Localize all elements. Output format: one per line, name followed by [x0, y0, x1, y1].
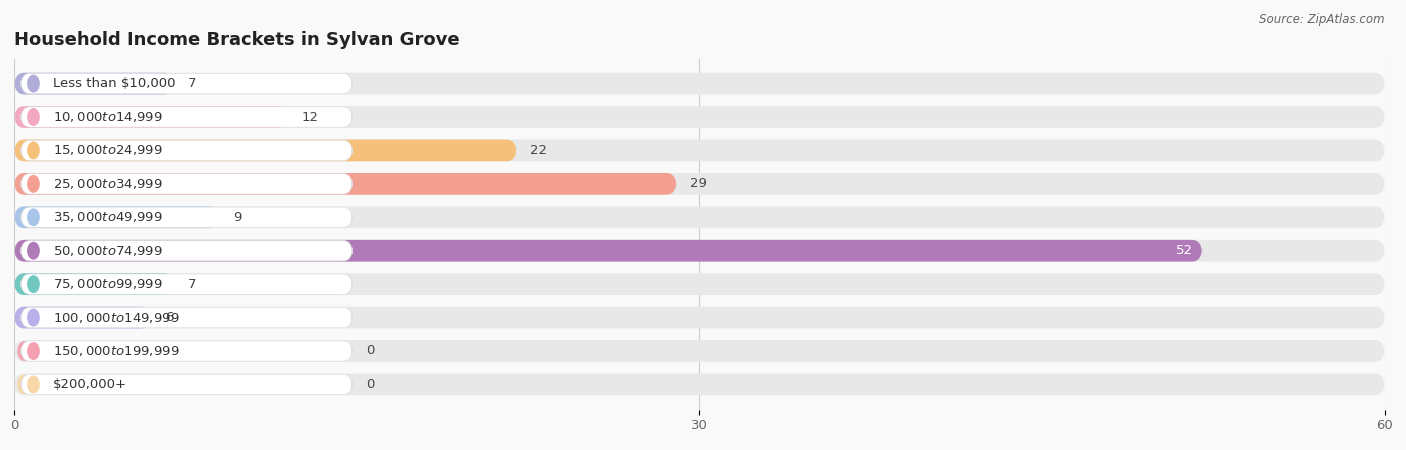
Circle shape	[18, 342, 31, 360]
FancyBboxPatch shape	[21, 374, 353, 395]
Text: $150,000 to $199,999: $150,000 to $199,999	[53, 344, 180, 358]
Circle shape	[28, 209, 39, 225]
FancyBboxPatch shape	[14, 307, 152, 328]
Text: 52: 52	[1175, 244, 1194, 257]
Circle shape	[18, 375, 31, 394]
Text: Less than $10,000: Less than $10,000	[53, 77, 176, 90]
FancyBboxPatch shape	[14, 173, 676, 195]
FancyBboxPatch shape	[14, 273, 174, 295]
Text: 9: 9	[233, 211, 242, 224]
Text: 0: 0	[366, 378, 374, 391]
Circle shape	[28, 309, 39, 326]
FancyBboxPatch shape	[21, 174, 353, 194]
Text: $15,000 to $24,999: $15,000 to $24,999	[53, 144, 163, 158]
FancyBboxPatch shape	[14, 106, 1385, 128]
Text: 22: 22	[530, 144, 547, 157]
Circle shape	[28, 276, 39, 293]
FancyBboxPatch shape	[14, 140, 1385, 161]
Text: $200,000+: $200,000+	[53, 378, 127, 391]
FancyBboxPatch shape	[14, 73, 1385, 94]
Text: 12: 12	[302, 111, 319, 123]
FancyBboxPatch shape	[14, 240, 1385, 261]
FancyBboxPatch shape	[21, 107, 353, 127]
Text: $100,000 to $149,999: $100,000 to $149,999	[53, 310, 180, 324]
Text: 6: 6	[165, 311, 173, 324]
Circle shape	[28, 376, 39, 393]
FancyBboxPatch shape	[14, 207, 219, 228]
FancyBboxPatch shape	[14, 374, 1385, 395]
FancyBboxPatch shape	[14, 73, 174, 94]
Text: 7: 7	[188, 278, 197, 291]
Text: 0: 0	[366, 345, 374, 357]
Text: Source: ZipAtlas.com: Source: ZipAtlas.com	[1260, 14, 1385, 27]
FancyBboxPatch shape	[21, 73, 353, 94]
FancyBboxPatch shape	[14, 240, 1202, 261]
Circle shape	[28, 343, 39, 359]
Circle shape	[28, 75, 39, 92]
Text: $75,000 to $99,999: $75,000 to $99,999	[53, 277, 163, 291]
FancyBboxPatch shape	[21, 341, 353, 361]
FancyBboxPatch shape	[21, 207, 353, 228]
Circle shape	[28, 109, 39, 125]
FancyBboxPatch shape	[14, 140, 517, 161]
FancyBboxPatch shape	[21, 140, 353, 161]
FancyBboxPatch shape	[14, 307, 1385, 328]
Text: $50,000 to $74,999: $50,000 to $74,999	[53, 244, 163, 258]
Text: Household Income Brackets in Sylvan Grove: Household Income Brackets in Sylvan Grov…	[14, 31, 460, 49]
Text: $25,000 to $34,999: $25,000 to $34,999	[53, 177, 163, 191]
Text: $10,000 to $14,999: $10,000 to $14,999	[53, 110, 163, 124]
Circle shape	[28, 142, 39, 159]
Text: $35,000 to $49,999: $35,000 to $49,999	[53, 210, 163, 224]
Text: 7: 7	[188, 77, 197, 90]
Circle shape	[28, 243, 39, 259]
FancyBboxPatch shape	[21, 307, 353, 328]
FancyBboxPatch shape	[21, 240, 353, 261]
Circle shape	[28, 176, 39, 192]
Text: 29: 29	[690, 177, 707, 190]
FancyBboxPatch shape	[14, 207, 1385, 228]
FancyBboxPatch shape	[21, 274, 353, 294]
FancyBboxPatch shape	[14, 273, 1385, 295]
FancyBboxPatch shape	[14, 340, 1385, 362]
FancyBboxPatch shape	[14, 173, 1385, 195]
FancyBboxPatch shape	[14, 106, 288, 128]
